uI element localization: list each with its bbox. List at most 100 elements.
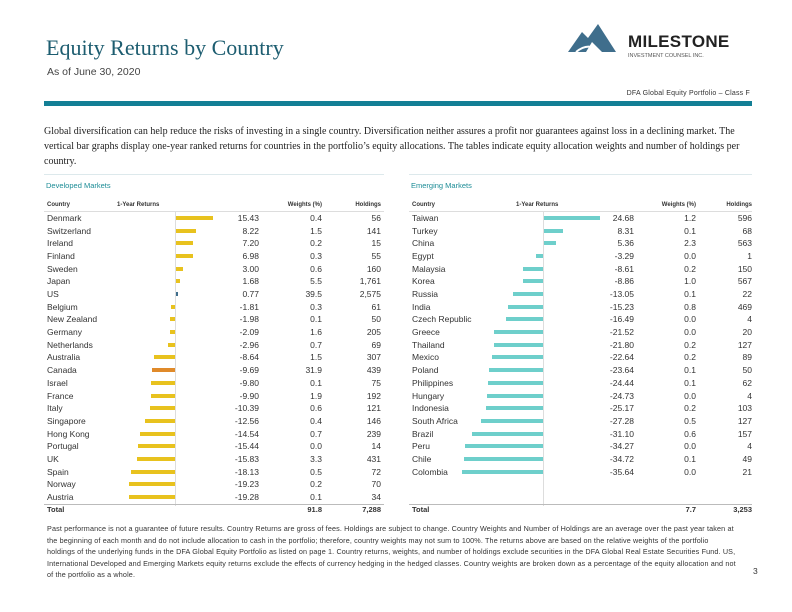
column-header-holdings: Holdings [726,202,752,208]
weight-value: 0.0 [684,251,696,262]
return-bar [522,279,543,284]
return-value: 8.22 [242,225,259,236]
holdings-value: 75 [371,377,381,388]
logo-wordmark: MILESTONE [628,32,730,51]
return-bar [151,368,175,373]
column-header-returns: 1-Year Returns [516,202,559,208]
emerging-divider [409,174,752,175]
weight-value: 0.2 [310,238,322,249]
holdings-value: 22 [742,289,752,300]
return-bar [131,469,175,474]
return-bar [505,317,543,322]
country-name: Ireland [47,238,73,249]
return-bar [472,431,543,436]
holdings-value: 157 [737,428,752,439]
column-header-holdings: Holdings [355,202,381,208]
weight-value: 0.1 [684,365,696,376]
return-value: -10.39 [234,403,259,414]
return-bar [169,330,175,335]
weight-value: 1.9 [310,390,322,401]
column-header-country: Country [412,202,435,208]
weight-value: 0.1 [684,377,696,388]
country-name: Colombia [412,466,448,477]
holdings-value: 160 [366,263,381,274]
country-name: Australia [47,352,81,363]
country-name: France [47,390,74,401]
intro-paragraph: Global diversification can help reduce t… [44,126,740,167]
return-bar [137,456,175,461]
weight-value: 0.1 [684,453,696,464]
holdings-value: 1,761 [359,276,381,287]
country-name: China [412,238,435,249]
holdings-value: 127 [737,339,752,350]
return-bar [176,292,178,297]
return-bar [176,228,196,233]
return-bar [464,456,543,461]
country-name: Thailand [412,339,445,350]
country-name: India [412,301,431,312]
country-name: Norway [47,479,76,490]
total-divider [44,504,384,505]
country-name: Denmark [47,213,82,223]
country-name: Netherlands [47,339,93,350]
country-name: Portugal [47,441,79,452]
weight-value: 0.3 [310,301,322,312]
holdings-value: 103 [737,403,752,414]
return-value: -2.96 [239,339,259,350]
return-bar [491,355,543,360]
return-value: -19.28 [234,491,259,502]
logo-tagline: INVESTMENT COUNSEL INC. [628,53,704,59]
return-value: -21.80 [609,339,634,350]
weight-value: 0.0 [684,390,696,401]
weight-value: 0.2 [684,339,696,350]
return-bar [508,304,543,309]
country-name: South Africa [412,415,458,426]
emerging-section-title: Emerging Markets [411,181,472,190]
country-name: Hong Kong [47,428,90,439]
holdings-value: 21 [742,466,752,477]
total-weight: 7.7 [685,505,696,514]
holdings-value: 150 [737,263,752,274]
total-weight: 91.8 [307,505,322,514]
return-value: -15.23 [609,301,634,312]
weight-value: 0.2 [684,352,696,363]
header-divider [409,211,752,212]
return-bar [151,380,175,385]
country-name: Malaysia [412,263,446,274]
return-bar [544,241,557,246]
weight-value: 0.2 [310,479,322,490]
country-name: Belgium [47,301,78,312]
weight-value: 1.6 [310,327,322,338]
country-name: Hungary [412,390,445,401]
return-bar [150,406,175,411]
return-value: -31.10 [609,428,634,439]
holdings-value: 4 [747,390,752,401]
return-bar [462,469,543,474]
weight-value: 0.7 [310,339,322,350]
return-bar [489,368,543,373]
return-value: 6.98 [242,251,259,262]
holdings-value: 239 [366,428,381,439]
return-value: -15.44 [234,441,259,452]
return-value: -3.29 [614,251,634,262]
weight-value: 0.6 [310,263,322,274]
return-value: 5.36 [617,238,634,249]
return-bar [494,330,543,335]
country-name: Spain [47,466,69,477]
weight-value: 0.1 [310,491,322,502]
weight-value: 0.7 [310,428,322,439]
column-header-returns: 1-Year Returns [117,202,160,208]
return-value: -12.56 [234,415,259,426]
return-value: -16.49 [609,314,634,325]
return-bar [544,216,601,220]
return-bar [535,254,543,259]
return-bar [128,494,175,499]
country-name: Finland [47,251,75,262]
country-name: Russia [412,289,438,300]
return-bar [170,304,175,309]
weight-value: 31.9 [305,365,322,376]
country-name: Greece [412,327,440,338]
milestone-logo: MILESTONE INVESTMENT COUNSEL INC. [568,22,748,66]
country-name: Chile [412,453,432,464]
weight-value: 0.0 [310,441,322,452]
